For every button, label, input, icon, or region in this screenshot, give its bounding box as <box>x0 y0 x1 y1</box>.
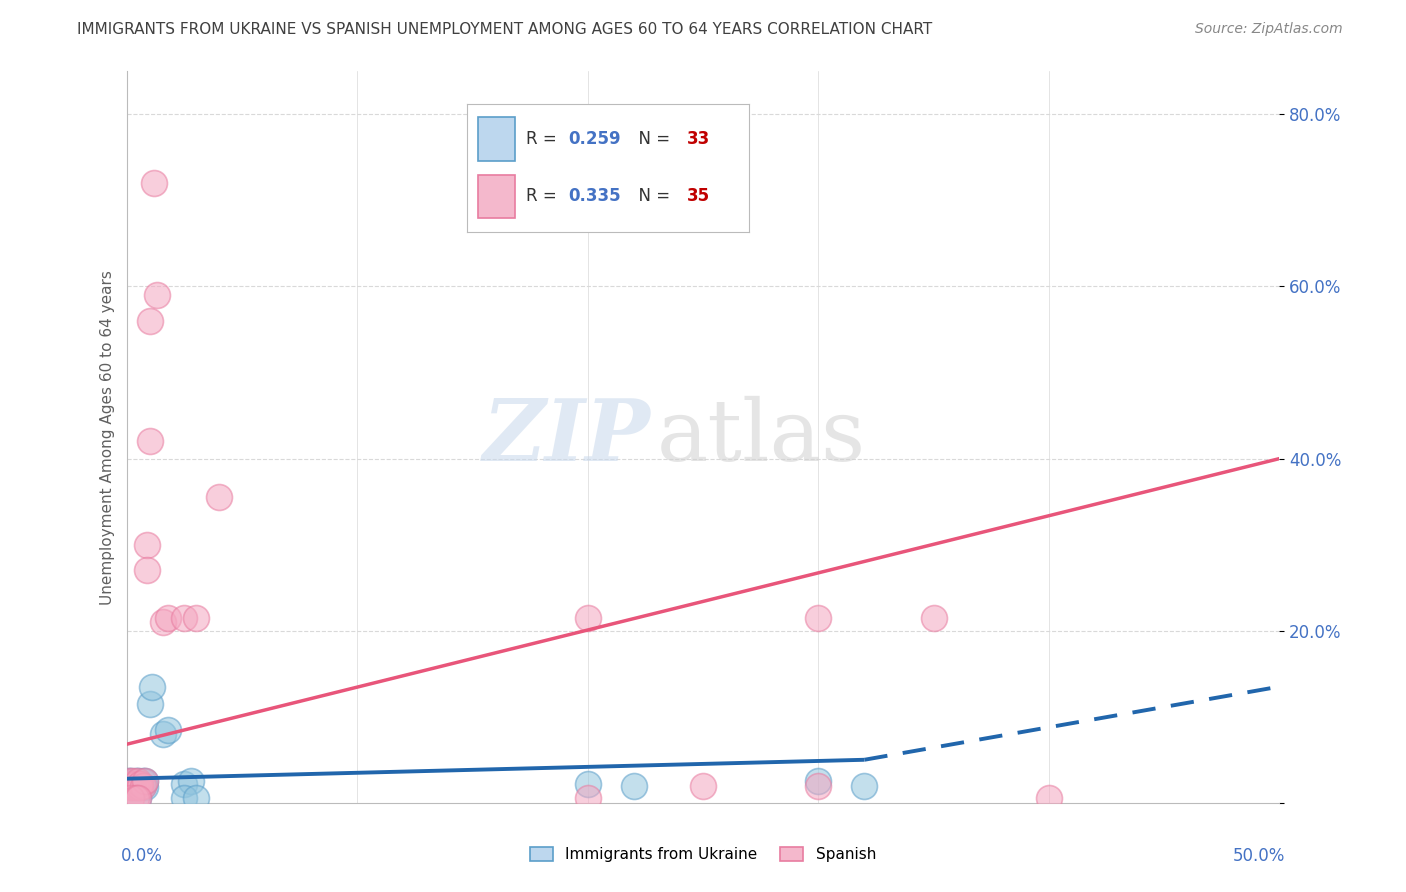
Point <box>157 723 180 737</box>
Point <box>125 780 148 795</box>
Point <box>129 777 152 791</box>
Point <box>125 780 148 795</box>
Point <box>136 564 159 578</box>
Point <box>129 780 152 795</box>
Point <box>157 611 180 625</box>
Point <box>129 777 152 791</box>
Point <box>127 779 149 793</box>
Text: ZIP: ZIP <box>484 395 651 479</box>
Point <box>141 680 163 694</box>
Point <box>122 774 145 789</box>
Point <box>145 288 167 302</box>
Point <box>173 777 195 791</box>
Point <box>136 538 159 552</box>
Point <box>131 779 153 793</box>
Point <box>134 780 156 795</box>
Point <box>120 777 142 791</box>
Point <box>120 774 142 789</box>
Point <box>122 777 145 791</box>
Point <box>208 491 231 505</box>
Point <box>127 774 149 789</box>
Point <box>125 777 148 791</box>
Point <box>118 779 141 793</box>
Point <box>576 791 599 805</box>
Point <box>127 774 149 789</box>
Point <box>134 774 156 789</box>
Point <box>853 779 876 793</box>
Point <box>125 774 148 789</box>
Point <box>922 611 945 625</box>
Text: IMMIGRANTS FROM UKRAINE VS SPANISH UNEMPLOYMENT AMONG AGES 60 TO 64 YEARS CORREL: IMMIGRANTS FROM UKRAINE VS SPANISH UNEMP… <box>77 22 932 37</box>
Point <box>122 779 145 793</box>
Point <box>134 774 156 789</box>
Point <box>152 727 174 741</box>
Point <box>120 780 142 795</box>
Point <box>120 780 142 795</box>
Y-axis label: Unemployment Among Ages 60 to 64 years: Unemployment Among Ages 60 to 64 years <box>100 269 115 605</box>
Legend: Immigrants from Ukraine, Spanish: Immigrants from Ukraine, Spanish <box>524 841 882 868</box>
Text: atlas: atlas <box>657 395 866 479</box>
Point <box>118 779 141 793</box>
Point <box>576 611 599 625</box>
Point <box>127 779 149 793</box>
Point <box>127 780 149 795</box>
Point <box>125 777 148 791</box>
Text: Source: ZipAtlas.com: Source: ZipAtlas.com <box>1195 22 1343 37</box>
Point <box>138 314 160 328</box>
Point <box>184 611 207 625</box>
Point <box>129 780 152 795</box>
Point <box>184 791 207 805</box>
Point <box>143 176 166 190</box>
Point <box>173 611 195 625</box>
Point <box>122 780 145 795</box>
Point <box>127 791 149 805</box>
Point <box>807 774 830 789</box>
Point <box>120 777 142 791</box>
Point <box>127 791 149 805</box>
Point <box>152 615 174 629</box>
Point <box>122 779 145 793</box>
Point <box>118 774 141 789</box>
Text: 50.0%: 50.0% <box>1233 847 1285 864</box>
Point <box>125 791 148 805</box>
Point <box>118 774 141 789</box>
Point <box>623 779 645 793</box>
Point <box>692 779 714 793</box>
Point <box>576 777 599 791</box>
Text: 0.0%: 0.0% <box>121 847 163 864</box>
Point <box>180 774 202 789</box>
Point <box>120 791 142 805</box>
Point <box>138 434 160 449</box>
Point <box>131 779 153 793</box>
Point <box>138 697 160 711</box>
Point <box>131 774 153 789</box>
Point <box>807 779 830 793</box>
Point <box>1038 791 1060 805</box>
Point <box>807 611 830 625</box>
Point <box>173 791 195 805</box>
